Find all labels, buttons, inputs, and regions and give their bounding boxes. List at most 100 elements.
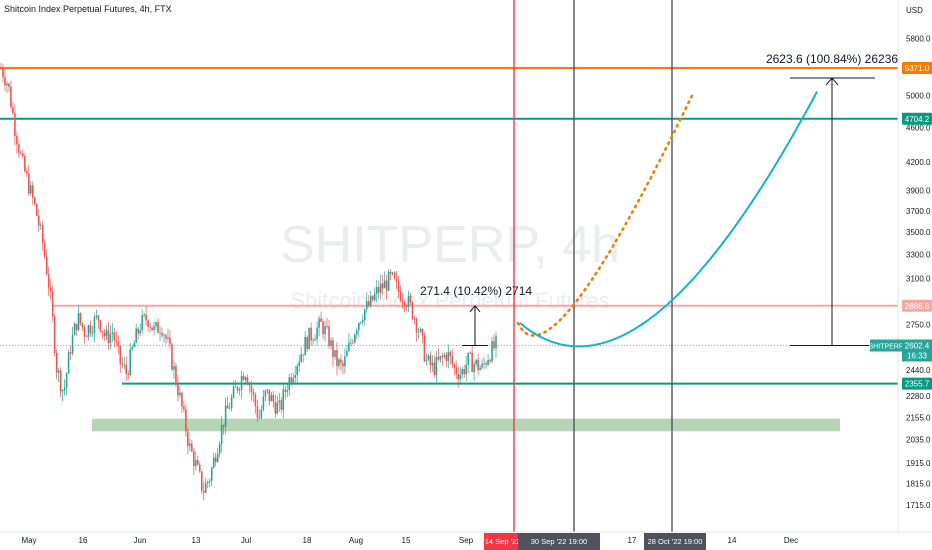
candle <box>314 338 316 341</box>
candle <box>107 330 110 344</box>
time-tick-label: Dec <box>784 536 798 545</box>
candle <box>91 333 94 334</box>
candle <box>151 327 153 331</box>
date-tag-1 <box>518 533 600 550</box>
candle <box>338 359 340 366</box>
candle <box>437 357 440 360</box>
time-tick-label: 16 <box>79 536 88 545</box>
candle <box>30 185 32 194</box>
price-tick-label: 3500.0 <box>906 228 931 237</box>
candle <box>280 400 283 410</box>
candles <box>0 62 497 501</box>
price-tick-label: 3100.0 <box>906 275 931 284</box>
candle <box>379 283 382 293</box>
candle <box>449 351 452 357</box>
candle <box>469 352 471 354</box>
candle <box>232 386 235 398</box>
candle <box>103 332 106 337</box>
candle <box>4 77 6 86</box>
candle <box>61 389 64 392</box>
candle <box>141 314 143 331</box>
candle <box>97 315 100 321</box>
candle <box>22 153 24 157</box>
candle <box>20 152 22 154</box>
candle <box>322 321 324 335</box>
candle <box>49 287 52 292</box>
candle <box>346 350 348 357</box>
candle <box>383 280 386 289</box>
candle <box>431 362 434 366</box>
candle <box>292 377 295 383</box>
candle <box>99 320 102 331</box>
candle <box>139 330 141 334</box>
candle <box>87 325 90 337</box>
candle <box>81 323 84 328</box>
candle <box>483 363 485 365</box>
candle <box>256 406 259 418</box>
candle <box>123 364 126 366</box>
candle <box>485 363 487 365</box>
candle <box>250 385 253 392</box>
candle <box>75 323 78 331</box>
candle <box>131 347 133 350</box>
candle <box>373 293 376 301</box>
candle <box>6 83 8 86</box>
candle <box>425 359 428 362</box>
candle <box>155 322 157 327</box>
price-tag-3 <box>902 377 932 390</box>
candle <box>143 314 145 316</box>
candle <box>254 394 257 407</box>
measure-large-label: 2623.6 (100.84%) 26236 <box>766 52 898 66</box>
time-tick-label: 18 <box>303 536 312 545</box>
candle <box>491 341 493 362</box>
price-tick-label: 1815.0 <box>906 480 931 489</box>
candle <box>405 306 408 308</box>
candle <box>278 400 281 403</box>
candle <box>37 215 40 226</box>
candle <box>43 242 46 257</box>
candle <box>387 271 390 291</box>
candle <box>364 309 366 320</box>
time-tick-label: 15 <box>402 536 411 545</box>
candle <box>137 328 139 334</box>
candle <box>389 271 392 274</box>
price-tick-label: 4600.0 <box>906 123 931 132</box>
candle <box>391 272 394 274</box>
candle <box>252 391 255 395</box>
candle <box>145 314 147 321</box>
candle <box>358 322 360 331</box>
candle <box>270 395 273 402</box>
candle <box>191 443 193 452</box>
candle <box>381 283 384 289</box>
price-tick-label: 2440.0 <box>906 366 931 375</box>
candle <box>451 356 454 365</box>
candle <box>163 335 165 337</box>
candle <box>95 315 98 318</box>
candle <box>181 392 183 407</box>
candle <box>206 481 209 484</box>
candle <box>427 355 430 360</box>
time-tick-label: May <box>21 536 36 545</box>
candle <box>459 374 462 380</box>
candle <box>47 274 50 288</box>
candle <box>32 185 34 198</box>
candle <box>395 278 398 282</box>
candle <box>202 490 205 493</box>
candle <box>439 355 442 360</box>
chart-title: Shitcoin Index Perpetual Futures, 4h, FT… <box>4 4 172 14</box>
candle <box>55 352 58 373</box>
candle <box>421 329 424 336</box>
candle <box>119 346 122 364</box>
candle <box>260 409 263 418</box>
candle <box>403 301 406 307</box>
candle <box>83 327 86 337</box>
price-tick-label: 2750.0 <box>906 320 931 329</box>
candle <box>214 457 217 462</box>
candle <box>407 295 410 308</box>
candle <box>290 377 293 383</box>
candle <box>198 464 201 472</box>
candle <box>332 340 334 358</box>
candle <box>324 326 326 335</box>
candle <box>24 156 26 172</box>
